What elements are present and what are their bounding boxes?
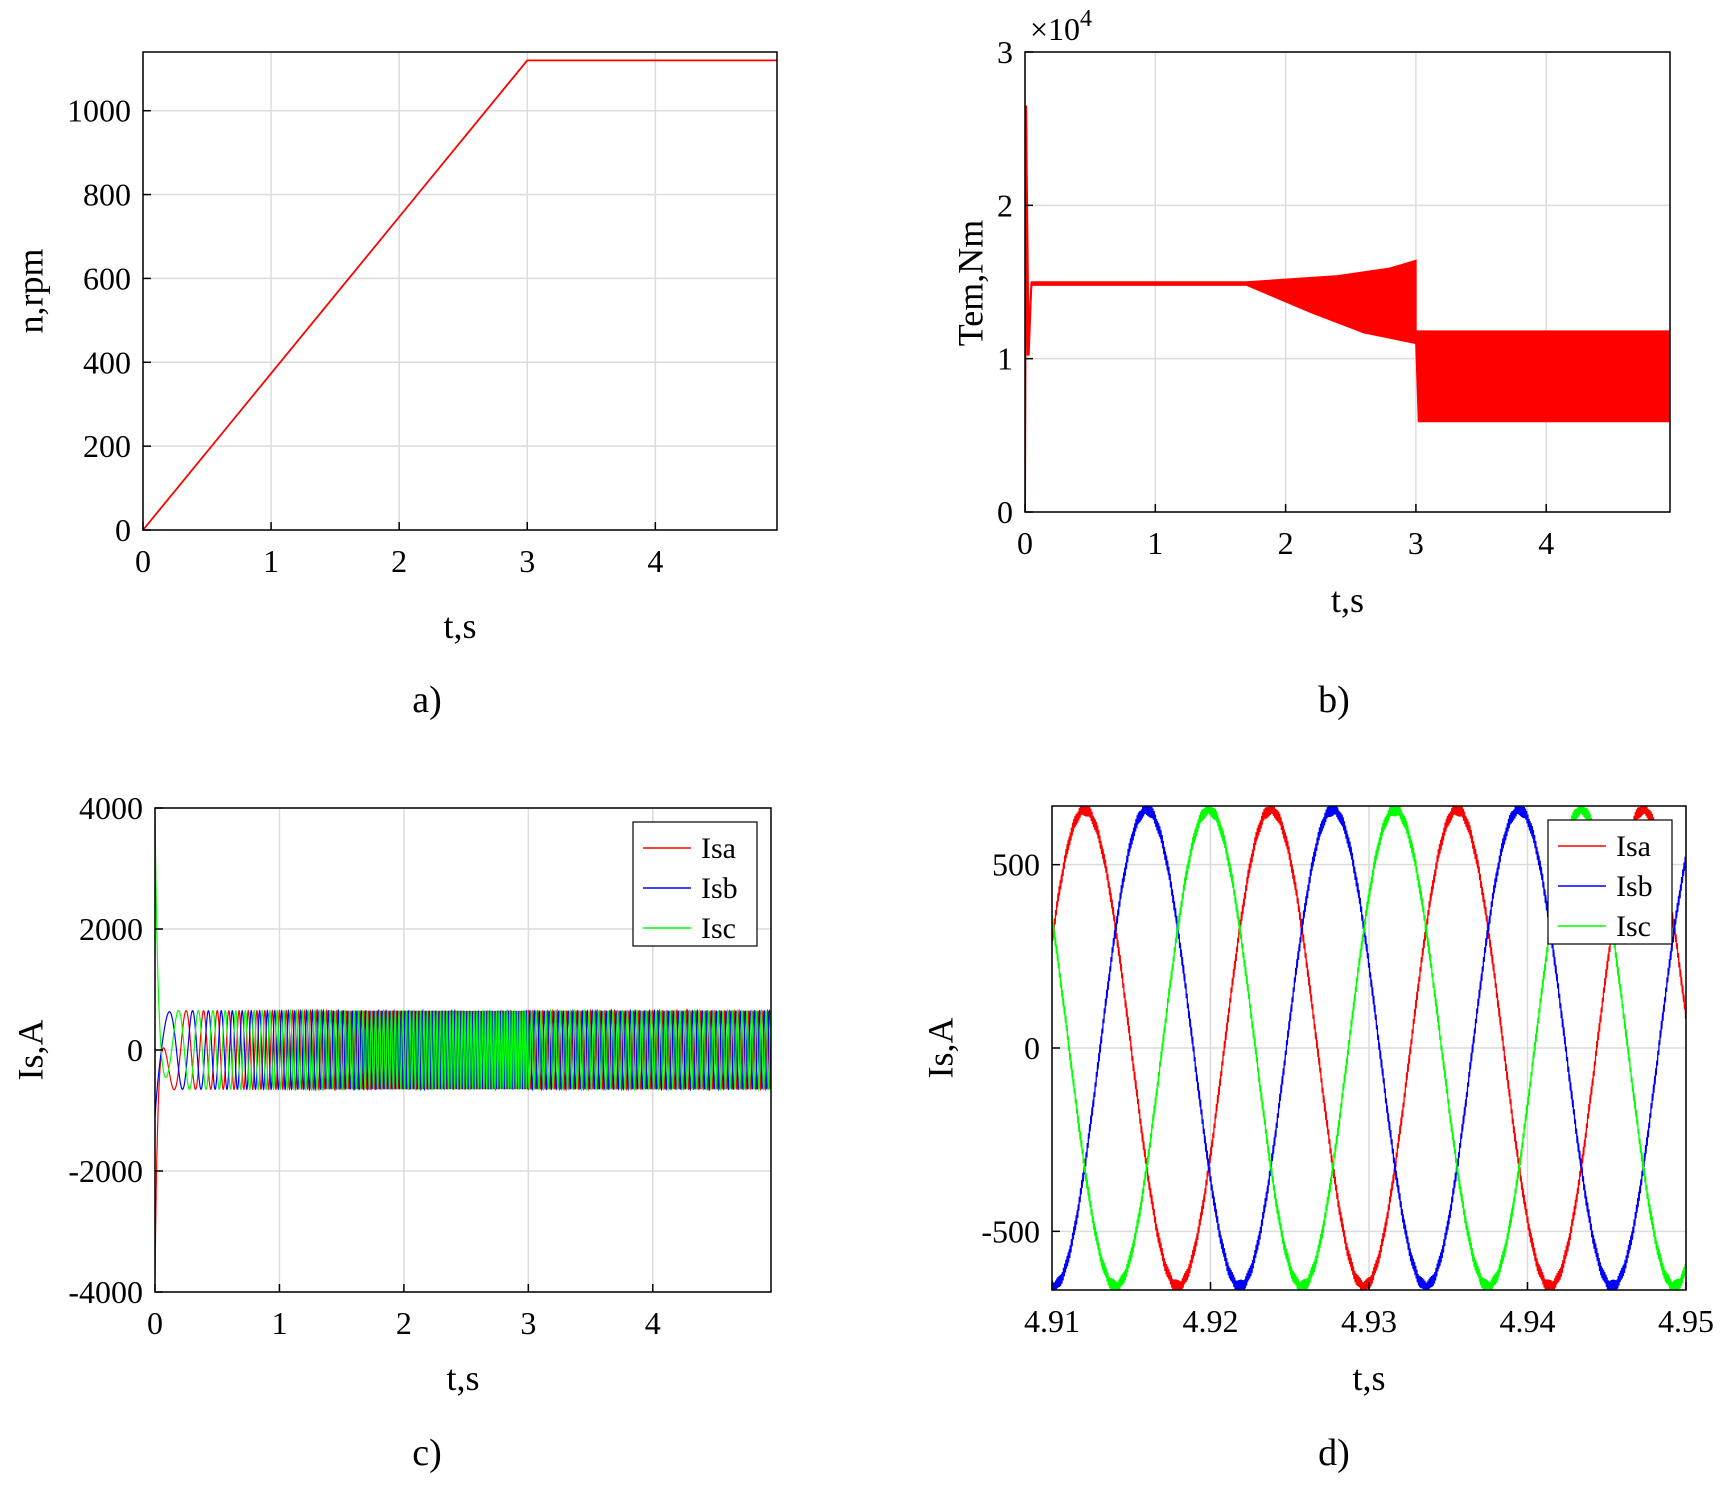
x-tick-label: 1: [271, 1305, 287, 1341]
x-tick-label: 2: [1278, 525, 1294, 561]
x-tick-label: 0: [1017, 525, 1033, 561]
current-isa: [155, 1008, 771, 1277]
torque-band: [1025, 105, 1670, 512]
x-axis-label: t,s: [1331, 580, 1364, 620]
subfigure-caption: c): [412, 1432, 442, 1474]
y-tick-label: 600: [83, 260, 131, 296]
current-isb: [1052, 806, 1686, 1290]
legend-label-isb: Isb: [701, 872, 738, 905]
x-axis-label: t,s: [1352, 1358, 1385, 1398]
legend-label-isa: Isa: [701, 832, 736, 865]
legend-label-isa: Isa: [1616, 830, 1651, 863]
legend-label-isc: Isc: [701, 912, 736, 945]
x-tick-label: 4: [645, 1305, 661, 1341]
x-tick-label: 4.91: [1024, 1303, 1080, 1339]
x-tick-label: 4: [647, 543, 663, 579]
y-tick-label: 0: [1024, 1030, 1040, 1066]
legend: Isa Isb Isc: [1547, 819, 1673, 945]
x-tick-label: 2: [391, 543, 407, 579]
x-tick-label: 3: [519, 543, 535, 579]
exponent-base: ×10: [1030, 11, 1080, 47]
x-tick-label: 4.95: [1658, 1303, 1714, 1339]
series-group: [143, 59, 777, 530]
chart-d: 4.91 4.92 4.93 4.94 4.95-5000500t,sIs,AIsaIs…: [921, 805, 1714, 1474]
subfigure-caption: a): [412, 679, 442, 721]
y-axis-label: n,rpm: [11, 249, 51, 334]
x-tick-label: 4.94: [1500, 1303, 1556, 1339]
y-tick-label: 3: [997, 34, 1013, 70]
y-exponent-label: ×104: [1030, 6, 1092, 47]
x-axis-label: t,s: [446, 1358, 479, 1398]
y-tick-label: 800: [83, 177, 131, 213]
x-axis-label: t,s: [443, 606, 476, 646]
x-tick-label: 1: [263, 543, 279, 579]
x-tick-label: 4: [1538, 525, 1554, 561]
x-tick-label: 4.92: [1183, 1303, 1239, 1339]
x-tick-label: 0: [135, 543, 151, 579]
subfigure-caption: d): [1318, 1432, 1350, 1474]
speed-line: [143, 59, 777, 530]
y-tick-label: -4000: [68, 1274, 143, 1310]
y-tick-label: 0: [127, 1032, 143, 1068]
y-axis-label: Tem,Nm: [951, 220, 991, 346]
y-tick-label: 500: [992, 847, 1040, 883]
y-tick-label: 2: [997, 187, 1013, 223]
y-tick-label: 200: [83, 428, 131, 464]
x-tick-label: 4.93: [1341, 1303, 1397, 1339]
x-tick-label: 1: [1147, 525, 1163, 561]
axes-box: [142, 51, 778, 531]
plot-area: [143, 52, 777, 530]
y-tick-label: 2000: [79, 911, 143, 947]
y-tick-label: 1000: [67, 93, 131, 129]
x-tick-label: 2: [396, 1305, 412, 1341]
exponent-power: 4: [1080, 6, 1092, 32]
x-tick-label: 3: [520, 1305, 536, 1341]
y-tick-label: -500: [981, 1213, 1040, 1249]
current-isc: [1052, 806, 1686, 1290]
legend-label-isb: Isb: [1616, 870, 1653, 903]
legend-label-isc: Isc: [1616, 910, 1651, 943]
y-tick-label: 0: [115, 512, 131, 548]
y-tick-label: 0: [997, 494, 1013, 530]
subfigure-caption: b): [1318, 679, 1350, 721]
legend-box: [1547, 819, 1673, 945]
y-tick-label: -2000: [68, 1153, 143, 1189]
y-tick-label: 1: [997, 341, 1013, 377]
series-group: [155, 813, 771, 1277]
y-tick-label: 4000: [79, 790, 143, 826]
y-axis-label: Is,A: [921, 1018, 961, 1079]
chart-c: 0 1 2 3 4 -4000 -2000 0 2000 4000 t,s Is,A Isa Isb Isc…: [11, 790, 772, 1474]
legend-box: [632, 821, 758, 947]
legend: Isa Isb Isc: [632, 821, 758, 947]
axes-box: [1024, 51, 1671, 513]
chart-a: 0 1 2 3 4 0 200 400 600 800 1000 t,s n,rpm a): [11, 51, 778, 721]
current-isc: [155, 813, 771, 1092]
y-tick-label: 400: [83, 344, 131, 380]
x-tick-label: 3: [1408, 525, 1424, 561]
x-tick-label: 0: [147, 1305, 163, 1341]
y-axis-label: Is,A: [11, 1020, 51, 1081]
